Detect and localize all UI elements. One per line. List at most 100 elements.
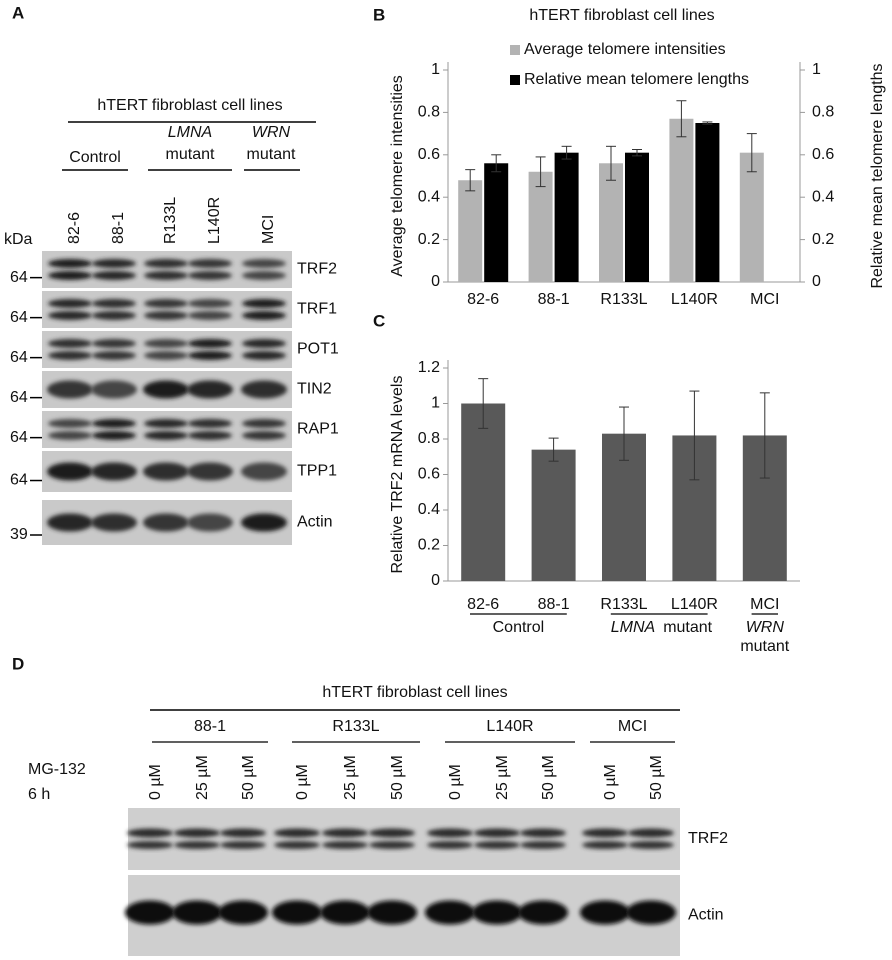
y2-axis-label: Relative mean telomere lengths bbox=[869, 63, 886, 288]
blot-band bbox=[520, 841, 566, 849]
blot-band bbox=[91, 513, 137, 532]
y2-tick-label: 0 bbox=[812, 273, 821, 290]
marker-label: 64 bbox=[10, 429, 28, 446]
chart-title: hTERT fibroblast cell lines bbox=[529, 7, 714, 24]
bar bbox=[528, 171, 553, 282]
blot-band bbox=[322, 841, 368, 849]
y-tick-label: 0.4 bbox=[418, 501, 440, 518]
y-axis-label: Average telomere intensities bbox=[389, 75, 406, 277]
blot-band bbox=[48, 271, 92, 280]
row-label: POT1 bbox=[297, 341, 339, 358]
blot-band bbox=[92, 271, 136, 280]
blot-band bbox=[144, 311, 188, 320]
unit-label: kDa bbox=[4, 231, 33, 248]
blot-band bbox=[472, 900, 522, 925]
lane-label: 50 µM bbox=[648, 755, 665, 800]
marker-label: 39 bbox=[10, 526, 28, 543]
y-tick-label: 0 bbox=[431, 273, 440, 290]
row-label: TRF1 bbox=[297, 301, 337, 318]
blot-band bbox=[425, 900, 475, 925]
bar bbox=[531, 449, 576, 581]
blot-band bbox=[220, 841, 266, 849]
blot-band bbox=[188, 431, 232, 440]
blot-band bbox=[144, 339, 188, 348]
y-tick-label: 0.6 bbox=[418, 146, 440, 163]
y-tick-label: 0.2 bbox=[418, 537, 440, 554]
group-label: R133L bbox=[332, 718, 379, 735]
blot-band bbox=[218, 900, 268, 925]
treatment-label: MG-132 bbox=[28, 761, 86, 778]
blot-band bbox=[91, 462, 137, 481]
blot-band bbox=[188, 351, 232, 360]
group-label: WRN bbox=[252, 124, 291, 141]
blot-band bbox=[174, 828, 220, 838]
blot-band bbox=[144, 351, 188, 360]
group-label: mutant bbox=[247, 146, 296, 163]
lane-label: 0 µM bbox=[147, 764, 164, 800]
x-tick-label: MCI bbox=[750, 596, 779, 613]
blot-band bbox=[187, 513, 233, 532]
blot-band bbox=[48, 351, 92, 360]
blot-band bbox=[367, 900, 417, 925]
x-tick-label: L140R bbox=[671, 596, 718, 613]
blot-band bbox=[127, 841, 173, 849]
marker-label: 64 bbox=[10, 269, 28, 286]
blot-band bbox=[188, 259, 232, 268]
y-axis-label: Relative TRF2 mRNA levels bbox=[389, 376, 406, 574]
blot-band bbox=[48, 431, 92, 440]
blot-band bbox=[47, 380, 93, 399]
blot-band bbox=[48, 299, 92, 308]
blot-band bbox=[144, 299, 188, 308]
blot-band bbox=[48, 311, 92, 320]
blot-band bbox=[518, 900, 568, 925]
legend-label: Relative mean telomere lengths bbox=[524, 71, 749, 88]
blot-band bbox=[626, 900, 676, 925]
blot-band bbox=[580, 900, 630, 925]
blot-band bbox=[474, 828, 520, 838]
header: hTERT fibroblast cell lines bbox=[322, 684, 507, 701]
blot-band bbox=[242, 339, 286, 348]
group-label: mutant bbox=[663, 619, 712, 636]
blot-band bbox=[241, 380, 287, 399]
group-label: LMNA bbox=[168, 124, 212, 141]
blot-band bbox=[274, 841, 320, 849]
blot-band bbox=[369, 828, 415, 838]
y-tick-label: 0.6 bbox=[418, 466, 440, 483]
bar bbox=[669, 118, 694, 282]
blot-band bbox=[187, 380, 233, 399]
y-tick-label: 0.4 bbox=[418, 188, 440, 205]
group-label: LMNA bbox=[611, 619, 655, 636]
blot bbox=[42, 331, 292, 368]
lane-label: 82-6 bbox=[66, 212, 83, 244]
blot-band bbox=[47, 513, 93, 532]
row-label: TPP1 bbox=[297, 463, 337, 480]
row-label: TRF2 bbox=[688, 830, 728, 847]
blot-band bbox=[242, 311, 286, 320]
header: hTERT fibroblast cell lines bbox=[97, 97, 282, 114]
y2-tick-label: 0.2 bbox=[812, 231, 834, 248]
blot-band bbox=[628, 828, 674, 838]
blot-band bbox=[172, 900, 222, 925]
blot-band bbox=[92, 339, 136, 348]
group-label: mutant bbox=[740, 638, 789, 655]
blot-band bbox=[144, 431, 188, 440]
blot-band bbox=[242, 351, 286, 360]
bar bbox=[695, 123, 720, 282]
blot-band bbox=[188, 271, 232, 280]
y2-tick-label: 0.6 bbox=[812, 146, 834, 163]
panel-label: A bbox=[12, 3, 24, 22]
blot-band bbox=[48, 339, 92, 348]
legend-swatch bbox=[510, 75, 520, 85]
lane-label: MCI bbox=[260, 215, 277, 244]
blot-band bbox=[241, 462, 287, 481]
blot-band bbox=[92, 431, 136, 440]
blot-band bbox=[48, 259, 92, 268]
blot-band bbox=[92, 419, 136, 428]
x-tick-label: 82-6 bbox=[467, 596, 499, 613]
blot-band bbox=[188, 311, 232, 320]
blot bbox=[42, 291, 292, 328]
blot-band bbox=[47, 462, 93, 481]
blot-band bbox=[188, 339, 232, 348]
marker-label: 64 bbox=[10, 472, 28, 489]
